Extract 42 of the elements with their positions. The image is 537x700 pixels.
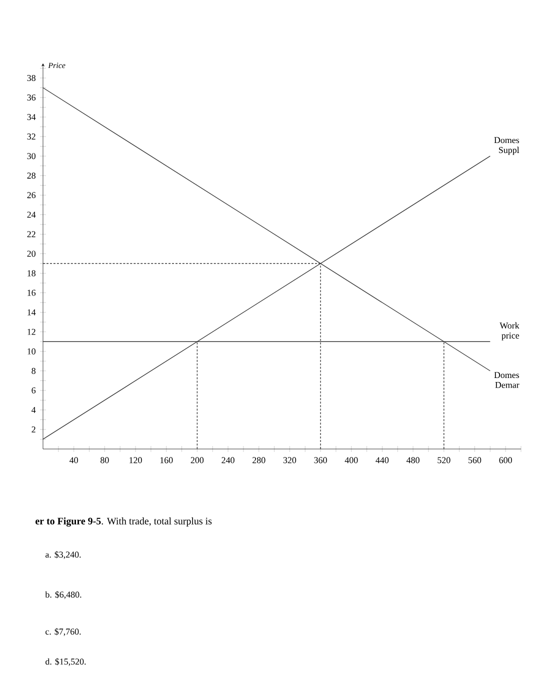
x-tick-label: 400: [344, 457, 358, 464]
x-tick-label: 120: [130, 457, 142, 464]
x-tick-label: 600: [499, 457, 512, 464]
y-tick-label: 2: [32, 426, 36, 432]
x-tick-label: 560: [468, 457, 482, 464]
text: c. $7,760.: [46, 628, 81, 636]
x-tick-label: 360: [314, 457, 327, 464]
x-tick-label: 80: [100, 457, 109, 464]
x-tick-label: 240: [222, 457, 234, 464]
text: b. $6,480.: [45, 591, 82, 599]
y-tick-label: 22: [27, 231, 36, 238]
y-tick-label: 6: [32, 387, 36, 394]
series-label: Domes Suppl: [494, 137, 520, 155]
y-tick-label: 36: [27, 94, 36, 101]
y-tick-label: 24: [27, 212, 36, 218]
y-tick-label: 26: [27, 192, 36, 198]
y-tick-label: 28: [27, 172, 36, 179]
y-tick-label: 16: [28, 290, 36, 296]
x-tick-label: 40: [70, 457, 78, 464]
series-label: Domes Demar: [494, 372, 520, 388]
y-tick-label: 20: [27, 250, 36, 257]
series-label: Work price: [500, 322, 520, 340]
x-tick-label: 480: [406, 457, 420, 464]
x-tick-label: 320: [283, 457, 296, 464]
y-tick-label: 38: [27, 74, 36, 82]
y-tick-label: 14: [28, 309, 36, 316]
y-tick-label: 30: [27, 153, 36, 160]
y-tick-label: 8: [32, 368, 36, 374]
y-tick-label: 18: [28, 270, 36, 276]
y-tick-label: 12: [28, 328, 36, 335]
y-tick-label: 34: [27, 114, 36, 120]
y-tick-label: 4: [32, 406, 36, 413]
x-tick-label: 280: [252, 457, 266, 464]
y-tick-label: 10: [28, 348, 36, 354]
text: a. $3,240.: [46, 551, 81, 559]
x-tick-label: 520: [438, 457, 450, 464]
x-tick-label: 200: [190, 457, 204, 464]
x-tick-label: 440: [376, 457, 389, 464]
x-tick-label: 160: [160, 457, 173, 464]
text: d. $15,520.: [46, 658, 86, 666]
text: er to Figure 9-5. With trade, total surplus is: [36, 517, 212, 527]
y-tick-label: 32: [27, 134, 36, 140]
